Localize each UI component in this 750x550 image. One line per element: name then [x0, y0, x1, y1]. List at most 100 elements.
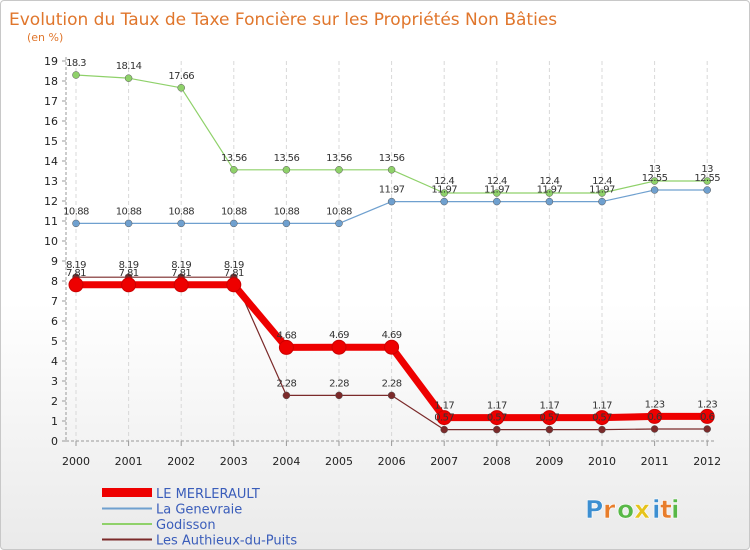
data-label: 13: [701, 164, 713, 175]
data-point-godisson: [282, 166, 291, 174]
data-label: 8.19: [119, 260, 139, 271]
y-tick-label: 3: [51, 375, 58, 388]
data-label: 0.57: [434, 413, 454, 424]
data-label: 7.81: [66, 268, 86, 279]
data-label: 8.19: [171, 260, 191, 271]
legend-label: Godisson: [156, 518, 216, 533]
legend-label: LE MERLERAULT: [156, 487, 260, 502]
data-point-la-genevraie: [703, 186, 711, 194]
data-point-la-genevraie: [124, 219, 133, 228]
data-point-la-genevraie: [177, 219, 185, 228]
data-label: 12.4: [539, 176, 559, 187]
y-tick-label: 19: [44, 55, 58, 68]
data-label: 0.57: [539, 413, 559, 424]
data-label: 12.4: [434, 176, 454, 187]
data-label: 11.97: [537, 185, 563, 196]
data-point-godisson: [230, 166, 238, 174]
data-point-le-merlerault: [647, 408, 663, 424]
data-label: 0.6: [648, 412, 662, 423]
data-label: 18.3: [66, 58, 86, 69]
x-tick-label: 2002: [167, 455, 195, 468]
y-tick-label: 0: [51, 435, 58, 448]
series-layer: [68, 71, 715, 434]
data-point-les-authieux-du-puits: [440, 425, 448, 434]
data-label: 10.88: [63, 206, 89, 217]
data-point-godisson: [440, 189, 448, 197]
x-tick-label: 2011: [641, 455, 669, 468]
y-tick-label: 12: [44, 195, 58, 208]
data-label: 1.17: [487, 401, 507, 412]
data-label: 7.81: [171, 268, 191, 279]
data-point-le-merlerault: [226, 277, 242, 293]
data-point-la-genevraie: [650, 186, 659, 194]
data-label: 12.4: [592, 176, 612, 187]
data-point-le-merlerault: [384, 339, 400, 355]
data-point-godisson: [703, 177, 711, 185]
x-tick-label: 2009: [535, 455, 563, 468]
data-label: 4.69: [329, 330, 349, 341]
data-point-les-authieux-du-puits: [493, 425, 501, 434]
data-label: 10.88: [116, 206, 142, 217]
x-tick-label: 2001: [115, 455, 143, 468]
data-point-les-authieux-du-puits: [650, 425, 659, 433]
data-label: 2.28: [329, 378, 349, 389]
y-tick-label: 15: [44, 135, 58, 148]
y-tick-label: 1: [51, 415, 58, 428]
data-label: 13: [649, 164, 661, 175]
y-tick-label: 17: [44, 95, 58, 108]
y-tick-label: 9: [51, 255, 58, 268]
data-label: 1.17: [539, 401, 559, 412]
axes: [65, 57, 715, 442]
data-point-la-genevraie: [230, 219, 238, 228]
y-tick-label: 7: [51, 295, 58, 308]
data-point-godisson: [493, 189, 501, 197]
brand-letter: i: [671, 495, 680, 524]
data-point-les-authieux-du-puits: [282, 391, 291, 400]
data-label: 10.88: [274, 206, 300, 217]
data-point-la-genevraie: [282, 219, 291, 228]
data-label: 2.28: [276, 378, 296, 389]
data-label: 1.17: [592, 401, 612, 412]
x-tick-label: 2012: [693, 455, 721, 468]
data-point-la-genevraie: [598, 197, 606, 206]
data-label: 4.69: [382, 330, 402, 341]
data-label: 0.57: [592, 413, 612, 424]
data-point-godisson: [598, 189, 606, 197]
data-point-le-merlerault: [699, 408, 715, 424]
data-label: 11.97: [379, 185, 405, 196]
y-tick-label: 14: [44, 155, 58, 168]
data-label: 10.88: [168, 206, 194, 217]
chart-title: Evolution du Taux de Taxe Foncière sur l…: [9, 10, 557, 30]
data-label: 13.56: [274, 153, 300, 164]
x-tick-label: 2006: [378, 455, 406, 468]
data-label: 0.57: [487, 413, 507, 424]
data-point-le-merlerault: [594, 410, 610, 426]
data-label: 12.55: [642, 173, 668, 184]
gridlines: [75, 61, 708, 441]
data-point-la-genevraie: [545, 197, 554, 206]
data-label: 0.6: [700, 412, 714, 423]
data-label: 1.17: [434, 401, 454, 412]
data-point-le-merlerault: [541, 410, 557, 426]
data-label: 17.66: [168, 71, 194, 82]
data-point-godisson: [72, 71, 80, 79]
y-tick-label: 8: [51, 275, 58, 288]
y-tick-label: 11: [44, 215, 58, 228]
data-point-le-merlerault: [173, 277, 189, 293]
y-tick-label: 6: [51, 315, 58, 328]
data-point-godisson: [335, 166, 343, 174]
data-point-le-merlerault: [278, 339, 294, 355]
data-labels: 7.81 7.81 7.81 7.81 4.68 4.69 4.69 1.17 1.17 1.17…: [63, 58, 721, 424]
data-label: 11.97: [589, 185, 615, 196]
y-tick-label: 5: [51, 335, 58, 348]
data-label: 18.14: [116, 61, 142, 72]
y-tick-label: 4: [51, 355, 58, 368]
x-tick-label: 2007: [430, 455, 458, 468]
data-label: 7.81: [119, 268, 139, 279]
x-tick-label: 2008: [483, 455, 511, 468]
data-label: 2.28: [382, 378, 402, 389]
x-tick-label: 2005: [325, 455, 353, 468]
